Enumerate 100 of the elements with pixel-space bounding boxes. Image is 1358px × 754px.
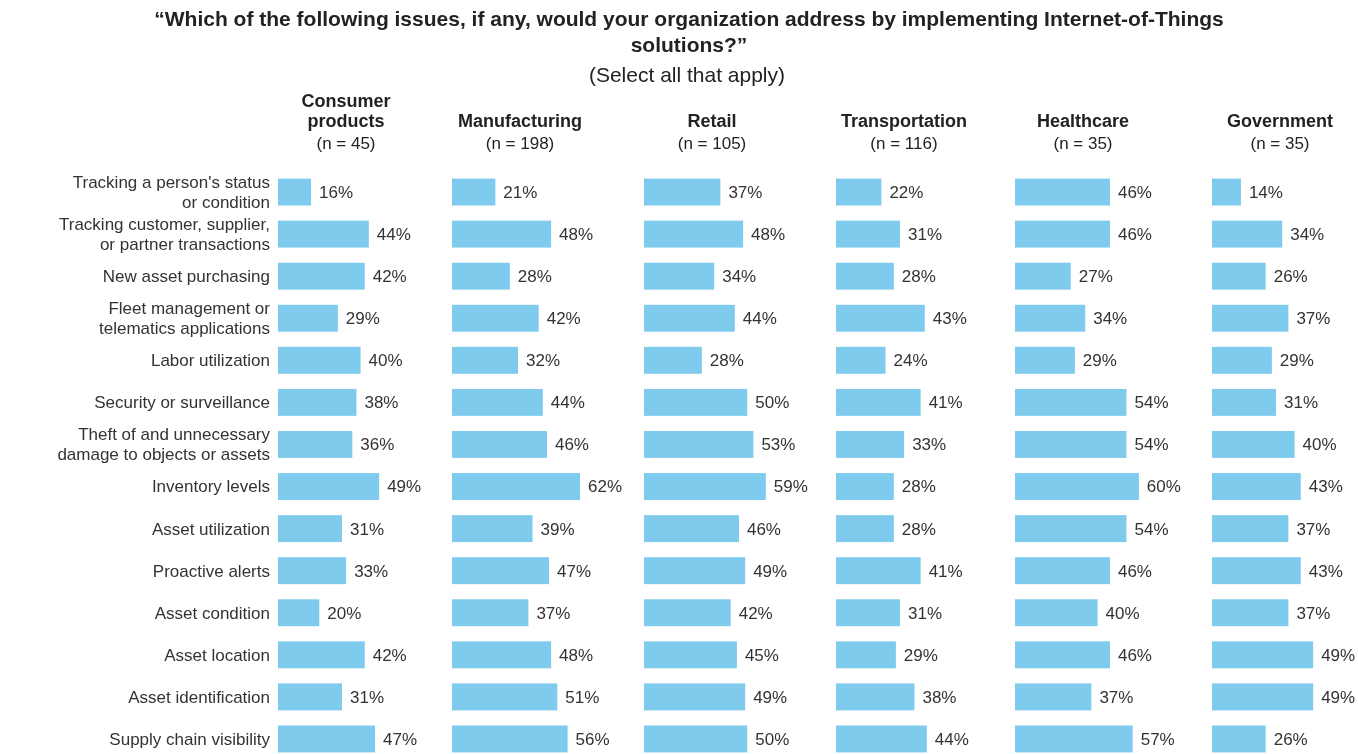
bar	[452, 725, 568, 753]
data-label: 51%	[565, 687, 600, 707]
bar	[836, 515, 894, 543]
chart-subtitle: (n = 198)	[485, 134, 555, 153]
data-label: 28%	[709, 351, 744, 371]
y-tick-label: Asset condition	[154, 603, 270, 623]
bar	[278, 388, 357, 416]
data-label: 53%	[761, 435, 796, 455]
bar	[1015, 557, 1110, 585]
bar	[1212, 557, 1301, 585]
y-tick-label: Inventory levels	[151, 477, 270, 497]
data-label: 28%	[901, 477, 936, 497]
data-label: 41%	[928, 393, 963, 413]
data-label: 54%	[1134, 435, 1169, 455]
bar	[836, 178, 882, 206]
data-label: 14%	[1248, 182, 1283, 202]
bar	[452, 599, 529, 627]
bar	[644, 178, 721, 206]
data-label: 41%	[928, 561, 963, 581]
bar	[836, 473, 894, 500]
bar	[452, 262, 510, 290]
bar	[644, 346, 702, 374]
y-tick-label: Supply chain visibility	[109, 729, 271, 749]
bar	[278, 346, 361, 374]
data-label: 46%	[1117, 561, 1152, 581]
bar	[452, 178, 496, 206]
data-label: 40%	[368, 351, 403, 371]
data-label: 59%	[773, 477, 808, 497]
bar	[1015, 725, 1133, 753]
data-label: 48%	[559, 645, 594, 665]
data-label: 40%	[1302, 435, 1337, 455]
data-label: 26%	[1273, 267, 1308, 287]
bar	[1212, 683, 1314, 711]
data-label: 57%	[1140, 729, 1175, 749]
bar	[644, 683, 746, 711]
bar	[1015, 178, 1110, 206]
data-label: 24%	[893, 351, 928, 371]
data-label: 47%	[557, 561, 592, 581]
data-label: 33%	[912, 435, 947, 455]
data-label: 43%	[932, 309, 967, 329]
data-label: 33%	[354, 561, 389, 581]
data-label: 42%	[546, 309, 581, 329]
data-label: 37%	[728, 182, 763, 202]
data-label: 42%	[738, 603, 773, 623]
y-tick-label: Proactive alerts	[152, 561, 270, 581]
data-label: 27%	[1078, 267, 1113, 287]
bar	[1212, 725, 1266, 753]
data-label: 34%	[1093, 309, 1128, 329]
bar	[836, 262, 894, 290]
chart-subtitle: (n = 35)	[1053, 134, 1113, 153]
bar	[644, 515, 739, 543]
bar	[452, 473, 580, 500]
y-tick-label: Tracking customer, supplier, or partner transactions	[58, 215, 270, 255]
bar	[278, 515, 342, 543]
bar	[836, 346, 886, 374]
chart-title: Transportation	[840, 111, 968, 131]
bar	[1212, 473, 1301, 500]
y-tick-label: Security or surveillance	[94, 393, 270, 413]
bar	[1015, 641, 1110, 669]
bar	[1015, 262, 1071, 290]
bar	[278, 599, 320, 627]
bar	[278, 431, 353, 458]
data-label: 40%	[1105, 603, 1140, 623]
bar	[452, 346, 519, 374]
bar	[278, 683, 342, 711]
bar	[644, 473, 766, 500]
data-label: 38%	[922, 687, 957, 707]
data-label: 37%	[536, 603, 571, 623]
data-label: 54%	[1134, 393, 1169, 413]
data-label: 37%	[1296, 309, 1331, 329]
bar	[1015, 683, 1092, 711]
bar	[1212, 599, 1289, 627]
data-label: 37%	[1296, 603, 1331, 623]
data-label: 49%	[387, 477, 422, 497]
bar	[836, 220, 900, 248]
bar	[1015, 220, 1110, 248]
data-label: 28%	[517, 267, 552, 287]
data-label: 28%	[901, 519, 936, 539]
data-label: 31%	[350, 687, 385, 707]
data-label: 48%	[751, 225, 786, 245]
data-label: 50%	[755, 393, 790, 413]
chart-subtitle: (n = 45)	[316, 134, 376, 153]
bar	[836, 388, 921, 416]
data-label: 49%	[1321, 645, 1356, 665]
data-label: 44%	[742, 309, 777, 329]
bar	[452, 388, 543, 416]
data-label: 39%	[540, 519, 575, 539]
chart-title: Government	[1226, 111, 1334, 131]
bar	[452, 304, 539, 332]
bar	[278, 178, 312, 206]
data-label: 46%	[554, 435, 589, 455]
data-label: 31%	[350, 519, 385, 539]
bar	[836, 683, 915, 711]
text: “Which of the following issues, if any, would your organization address by implementing Internet-of-Things solutions?”	[154, 7, 1224, 56]
bar	[836, 599, 900, 627]
data-label: 46%	[746, 519, 781, 539]
bar	[278, 725, 376, 753]
bar	[1015, 599, 1098, 627]
data-label: 37%	[1099, 687, 1134, 707]
data-label: 37%	[1296, 519, 1331, 539]
